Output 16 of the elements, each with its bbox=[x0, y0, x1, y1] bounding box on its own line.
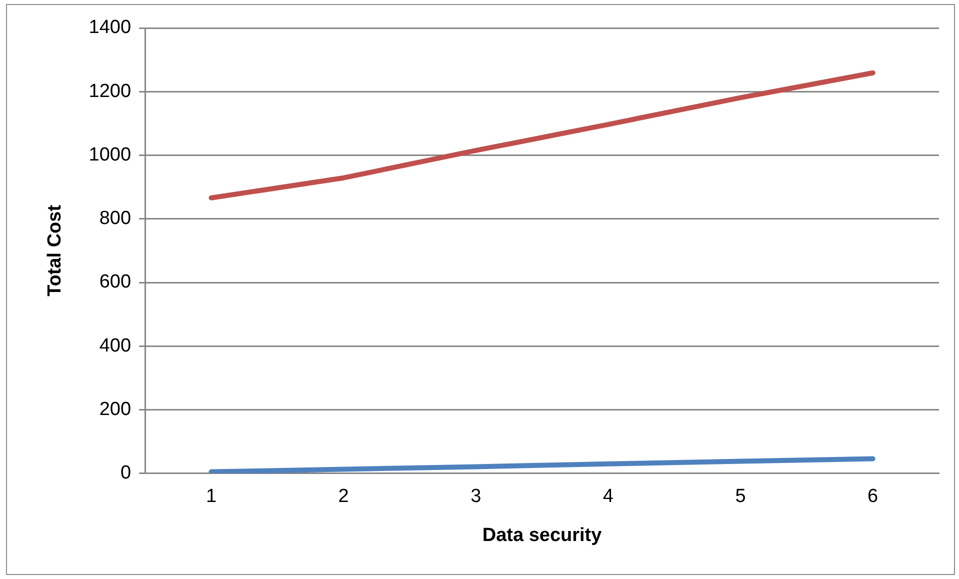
y-tick-label: 400 bbox=[99, 335, 132, 356]
x-tick-label: 4 bbox=[602, 486, 614, 508]
x-axis-title: Data security bbox=[482, 524, 602, 546]
y-tick-label: 200 bbox=[99, 399, 132, 420]
x-tick-label: 3 bbox=[470, 486, 482, 508]
y-tick-label: 1200 bbox=[88, 80, 132, 102]
y-tick-label: 1400 bbox=[88, 17, 132, 38]
y-tick-label: 600 bbox=[99, 272, 132, 293]
x-tick-label: 6 bbox=[868, 486, 878, 508]
x-tick-label: 2 bbox=[338, 486, 349, 508]
y-tick-label: 800 bbox=[99, 208, 132, 230]
x-tick-label: 1 bbox=[206, 486, 217, 508]
y-tick-label: 0 bbox=[120, 462, 132, 484]
y-tick-label: 1000 bbox=[88, 144, 132, 166]
y-axis-title: Total Cost bbox=[44, 204, 66, 296]
x-tick-label: 5 bbox=[735, 486, 746, 508]
